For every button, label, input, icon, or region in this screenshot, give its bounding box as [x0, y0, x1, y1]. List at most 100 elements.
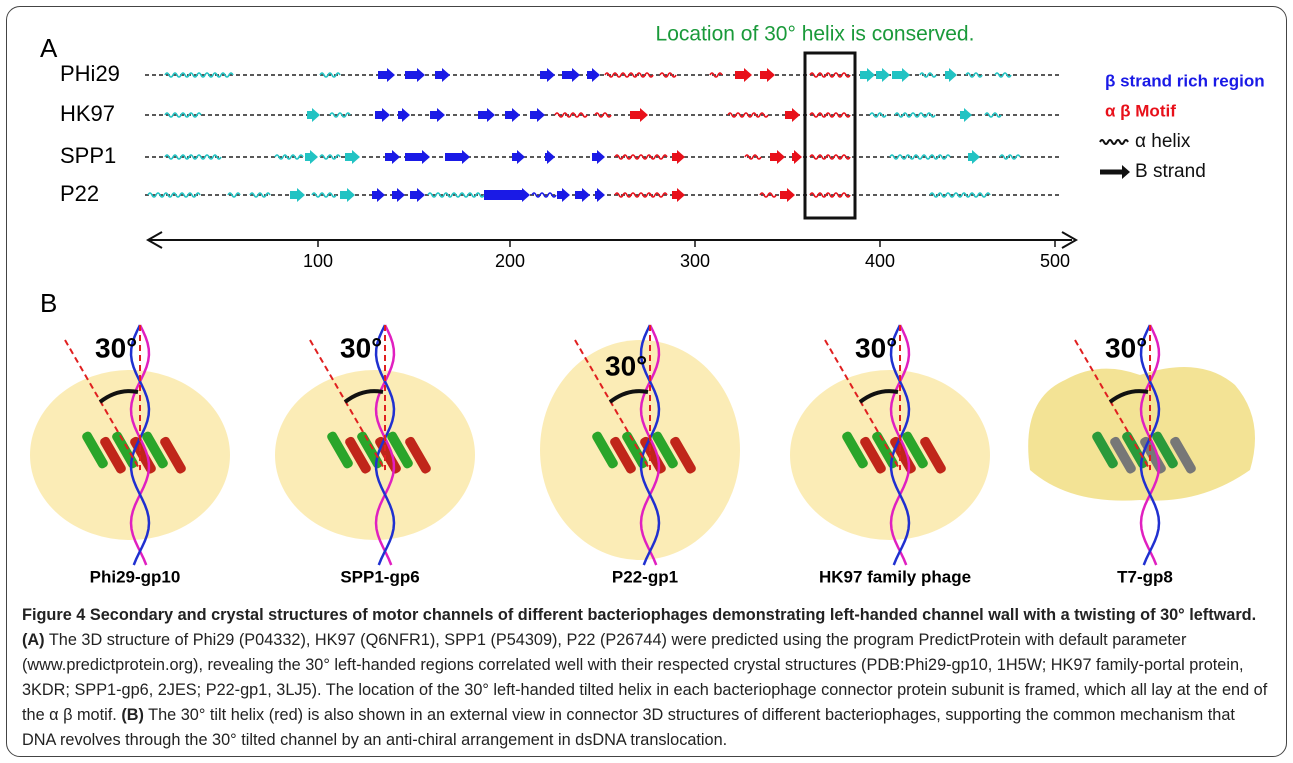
helix-segment [1092, 431, 1118, 469]
helix-glyph [809, 72, 851, 78]
strand-glyph [630, 108, 648, 122]
helix-glyph [164, 154, 222, 160]
helix-glyph [427, 192, 485, 198]
dna-strand [129, 324, 151, 566]
strand-glyph [587, 68, 600, 82]
helix-segment [610, 436, 636, 474]
angle-label: 30° [340, 332, 382, 363]
strand-glyph [968, 150, 980, 164]
strand-glyph [735, 68, 752, 82]
strand-glyph [595, 188, 605, 202]
strand-glyph [512, 150, 525, 164]
strand-glyph [375, 108, 390, 122]
helix-segment [142, 431, 168, 469]
strand-glyph [562, 68, 580, 82]
helix-glyph [614, 192, 668, 198]
strand-glyph [860, 68, 875, 82]
helix-glyph [809, 154, 851, 160]
helix-glyph [929, 192, 991, 198]
strand-glyph [770, 150, 785, 164]
row-label: PHi29 [60, 61, 120, 86]
caption-text: The 30° tilt helix (red) is also shown i… [22, 706, 1235, 749]
helix-glyph [594, 112, 612, 118]
helix-glyph [319, 154, 341, 160]
strand-glyph [478, 108, 495, 122]
helix-glyph [889, 154, 951, 160]
angle-arc [98, 389, 139, 404]
dna-strand [374, 324, 396, 566]
strand-glyph [484, 188, 530, 202]
helix-glyph [994, 72, 1012, 78]
helix-glyph [727, 112, 769, 118]
helix-glyph [614, 154, 668, 160]
helix-glyph [659, 72, 677, 78]
strand-glyph [307, 108, 320, 122]
dna-strand [639, 324, 661, 566]
helix-segment [100, 436, 126, 474]
structure-name: P22-gp1 [612, 567, 678, 586]
angle-label: 30° [95, 332, 137, 363]
angle-arc [858, 389, 899, 404]
dna-strand [889, 324, 911, 566]
caption-tag: (B) [121, 706, 144, 724]
angle-label: 30° [605, 350, 647, 381]
strand-glyph [445, 150, 470, 164]
helix-segment [920, 436, 946, 474]
dna-strand [639, 324, 661, 566]
tilt-dashed [574, 339, 651, 471]
helix-glyph [164, 112, 202, 118]
row-label: P22 [60, 181, 99, 206]
strand-glyph [540, 68, 555, 82]
angle-arc [343, 389, 384, 404]
helix-segment [860, 436, 886, 474]
strand-glyph [530, 108, 545, 122]
helix-glyph [809, 112, 851, 118]
angle-arc [608, 389, 649, 404]
legend-entry: α helix [1135, 131, 1191, 152]
figure: A Location of 30° helix is conserved. B … [30, 23, 1265, 586]
strand-glyph [557, 188, 570, 202]
helix-glyph [984, 112, 1002, 118]
strand-glyph [410, 188, 425, 202]
helix-segment [670, 436, 696, 474]
axis-tick-label: 500 [1040, 251, 1070, 271]
helix-segment [1110, 436, 1136, 474]
angle-label: 30° [855, 332, 897, 363]
strand-glyph [672, 150, 685, 164]
strand-glyph [876, 68, 890, 82]
strand-glyph [960, 108, 972, 122]
strand-glyph [405, 68, 425, 82]
helix-segment [842, 431, 868, 469]
helix-glyph [809, 192, 851, 198]
helix-glyph [164, 72, 234, 78]
helix-glyph [227, 192, 241, 198]
strand-glyph [385, 150, 400, 164]
axis-tick-label: 300 [680, 251, 710, 271]
helix-glyph [319, 72, 341, 78]
strand-glyph [575, 188, 590, 202]
frame-note: Location of 30° helix is conserved. [656, 23, 975, 46]
caption-text: The 3D structure of Phi29 (P04332), HK97… [22, 631, 1268, 724]
strand-glyph [378, 68, 395, 82]
tilt-dashed [1074, 339, 1151, 471]
strand-glyph [290, 188, 305, 202]
strand-glyph [372, 188, 385, 202]
strand-glyph [505, 108, 520, 122]
dna-strand [1139, 324, 1161, 566]
strand-glyph [392, 188, 405, 202]
helix-glyph [919, 72, 937, 78]
strand-glyph [435, 68, 450, 82]
helix-glyph [869, 112, 887, 118]
helix-segment [902, 431, 928, 469]
tilt-dashed [309, 339, 386, 471]
strand-glyph [340, 188, 355, 202]
structure-name: HK97 family phage [819, 567, 971, 586]
structure-name: T7-gp8 [1117, 567, 1173, 586]
dna-strand [889, 324, 911, 566]
caption-tag: (A) [22, 631, 45, 649]
strand-glyph [345, 150, 360, 164]
helix-glyph [147, 192, 201, 198]
strand-glyph [545, 150, 555, 164]
helix-glyph [999, 154, 1021, 160]
